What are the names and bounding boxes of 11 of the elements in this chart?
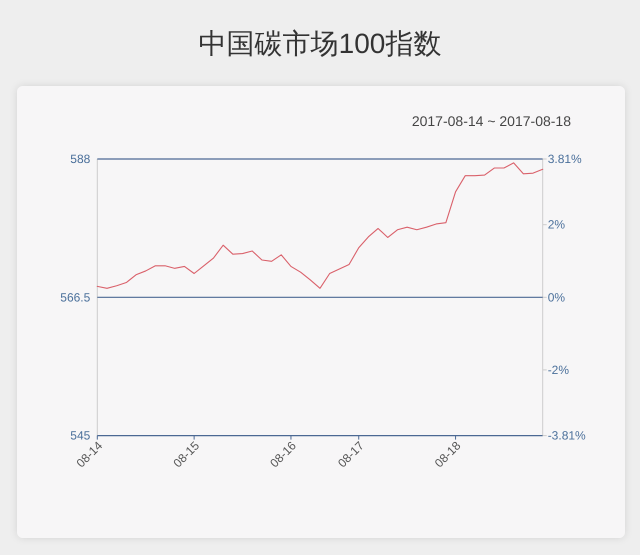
line-series [96,162,544,289]
y-tick-label: 566.5 [60,290,91,304]
y-tick-label: 588 [70,152,91,166]
y-tick-label: 545 [70,428,91,443]
y2-tick-label: -3.81% [548,428,586,443]
y2-tick-label: -2% [548,362,570,377]
chart-subtitle: 2017-08-14 ~ 2017-08-18 [412,113,572,129]
y2-tick-label: 2% [548,218,566,232]
chart-title: 中国碳市场100指数 [198,28,442,59]
y2-tick-label: 0% [548,290,566,304]
y2-tick-label: 3.81% [548,152,582,166]
